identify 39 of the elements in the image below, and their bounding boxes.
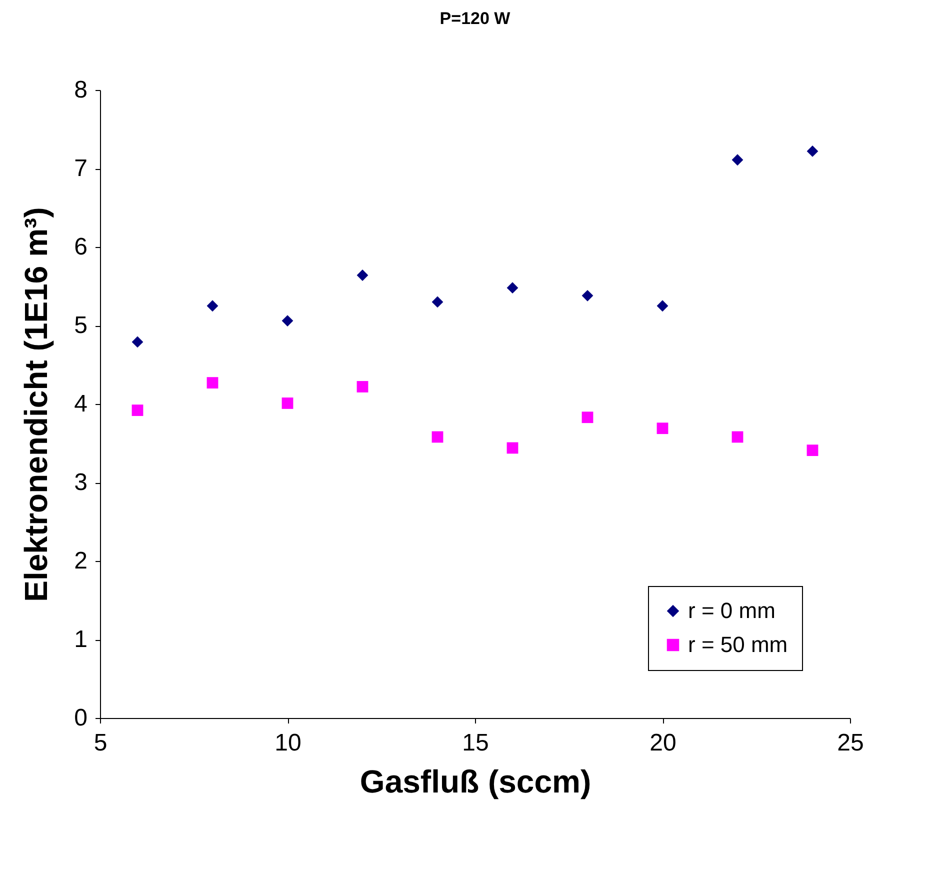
point xyxy=(206,377,218,389)
y-tick-label: 0 xyxy=(74,704,88,732)
x-tick-label: 10 xyxy=(274,730,302,756)
x-axis-title: Gasfluß (sccm) xyxy=(360,764,592,800)
y-tick-label: 4 xyxy=(74,390,88,418)
point xyxy=(132,336,144,348)
x-tick-label: 5 xyxy=(94,730,108,756)
y-tick-label: 2 xyxy=(74,548,88,574)
point xyxy=(432,296,444,308)
point xyxy=(732,431,744,443)
y-tick-label: 3 xyxy=(74,469,88,496)
point xyxy=(282,398,294,409)
legend-label: r = 50 mm xyxy=(688,632,788,657)
point xyxy=(356,381,368,392)
point xyxy=(282,315,294,326)
y-tick-label: 8 xyxy=(74,76,88,104)
y-tick-label: 6 xyxy=(74,234,88,260)
x-tick-label: 25 xyxy=(837,730,864,756)
y-tick-label: 7 xyxy=(74,155,88,182)
point xyxy=(806,444,818,456)
point xyxy=(356,270,368,281)
legend-label: r = 0 mm xyxy=(688,598,776,623)
point xyxy=(506,442,518,454)
point xyxy=(656,300,668,312)
point xyxy=(506,282,518,294)
point xyxy=(806,146,818,157)
x-tick-label: 20 xyxy=(650,730,676,756)
y-tick-label: 1 xyxy=(74,626,88,653)
point xyxy=(582,290,594,302)
point xyxy=(132,404,144,416)
point xyxy=(432,431,444,443)
y-axis-title: Elektronendicht (1E16 m³) xyxy=(18,207,54,602)
point xyxy=(582,412,594,424)
point xyxy=(732,154,744,166)
x-tick-label: 15 xyxy=(462,730,489,756)
y-tick-label: 5 xyxy=(74,312,88,339)
point xyxy=(206,300,218,312)
point xyxy=(656,422,668,434)
chart-title: P=120 W xyxy=(440,9,512,28)
